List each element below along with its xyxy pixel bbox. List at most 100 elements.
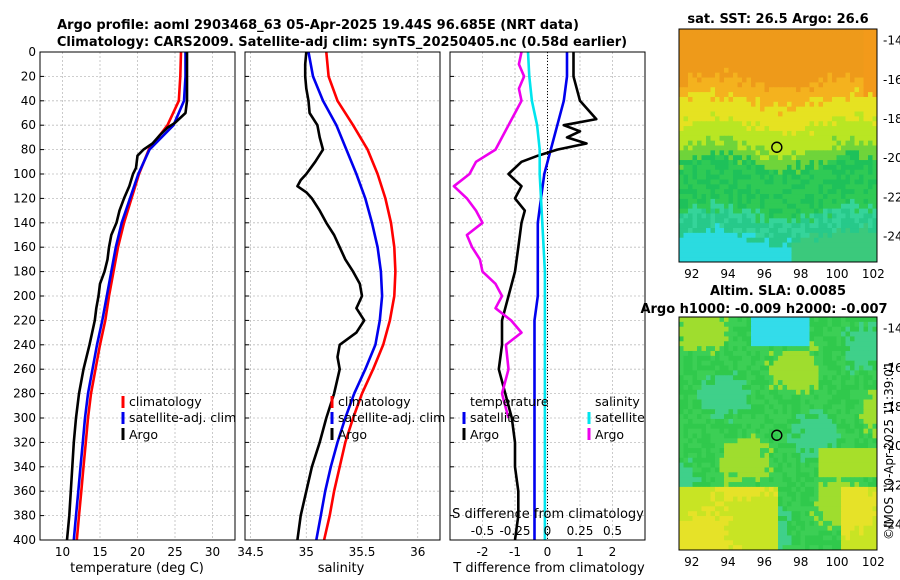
map-cell	[863, 370, 869, 376]
map-cell	[850, 501, 855, 507]
map-cell	[692, 525, 698, 532]
map-cell	[845, 96, 851, 103]
map-cell	[737, 477, 743, 483]
map-cell	[791, 82, 797, 88]
map-cell	[719, 394, 725, 401]
map-cell	[841, 252, 846, 258]
map-cell	[679, 520, 684, 527]
map-cell	[809, 501, 815, 507]
map-cell	[769, 237, 774, 244]
map-cell	[778, 336, 783, 342]
map-cell	[688, 145, 693, 151]
map-cell	[746, 38, 752, 45]
map-cell	[769, 545, 774, 551]
map-cell	[850, 242, 855, 248]
map-cell	[697, 203, 702, 210]
map-cell	[683, 321, 689, 328]
map-cell	[751, 218, 756, 224]
map-cell	[688, 486, 693, 493]
map-cell	[679, 72, 684, 79]
map-cell	[823, 189, 828, 195]
map-cell	[818, 506, 824, 512]
map-cell	[679, 516, 684, 522]
map-cell	[710, 184, 716, 190]
map-cell	[697, 160, 702, 166]
map-cell	[800, 67, 806, 74]
map-cell	[746, 341, 752, 347]
map-cell	[773, 472, 779, 478]
map-cell	[800, 384, 806, 391]
map-cell	[728, 164, 734, 171]
map-cell	[805, 380, 810, 386]
map-cell	[764, 326, 770, 333]
map-cell	[868, 160, 873, 166]
map-cell	[751, 384, 756, 391]
map-cell	[773, 414, 779, 420]
map-cell	[868, 208, 873, 214]
map-cell	[782, 452, 788, 459]
map-cell	[679, 174, 684, 180]
map-cell	[823, 321, 828, 328]
map-cell	[778, 237, 783, 244]
map-cell	[863, 126, 869, 132]
map-cell	[755, 452, 761, 459]
map-cell	[683, 101, 689, 108]
map-cell	[836, 218, 842, 224]
map-cell	[791, 428, 797, 434]
map-cell	[845, 116, 851, 122]
map-cell	[823, 228, 828, 234]
map-cell	[742, 252, 747, 258]
map-cell	[737, 331, 743, 337]
map-cell	[760, 399, 765, 405]
map-cell	[863, 525, 869, 532]
map-cell	[796, 67, 801, 74]
map-cell	[715, 452, 720, 459]
map-cell	[782, 370, 788, 376]
map-cell	[755, 384, 761, 391]
map-cell	[724, 535, 729, 541]
map-cell	[809, 228, 815, 234]
map-cell	[692, 106, 698, 113]
map-cell	[818, 72, 824, 79]
depth-tick-label: 300	[13, 411, 36, 425]
map-cell	[809, 457, 815, 464]
map-cell	[746, 438, 752, 444]
map-cell	[791, 375, 797, 381]
map-cell	[715, 506, 720, 512]
map-cell	[805, 326, 810, 333]
map-cell	[818, 58, 824, 64]
argo-location-marker	[771, 141, 783, 153]
map-cell	[760, 423, 765, 430]
map-cell	[832, 232, 837, 239]
map-cell	[760, 160, 765, 166]
map-cell	[710, 438, 716, 444]
map-cell	[836, 198, 842, 205]
map-cell	[769, 228, 774, 234]
map-cell	[679, 360, 684, 367]
map-cell	[692, 232, 698, 239]
map-cell	[764, 198, 770, 205]
map-cell	[832, 448, 837, 454]
map-cell	[868, 179, 873, 185]
map-cell	[796, 346, 801, 352]
map-cell	[868, 428, 873, 434]
map-cell	[782, 341, 788, 347]
map-cell	[742, 257, 747, 263]
map-cell	[733, 462, 738, 468]
map-cell	[845, 360, 851, 367]
map-cell	[827, 116, 833, 122]
x-tick-label: 25	[167, 545, 182, 559]
lon-tick-label: 100	[826, 555, 849, 569]
map-cell	[710, 106, 716, 113]
map-cell	[688, 530, 693, 536]
map-cell	[809, 164, 815, 171]
map-cell	[710, 179, 716, 185]
map-cell	[850, 179, 855, 185]
map-cell	[755, 433, 761, 439]
map-cell	[755, 62, 761, 69]
map-cell	[728, 336, 734, 342]
map-cell	[805, 355, 810, 362]
lat-tick-label: -22	[883, 478, 900, 492]
map-cell	[724, 38, 729, 45]
map-cell	[854, 525, 860, 532]
